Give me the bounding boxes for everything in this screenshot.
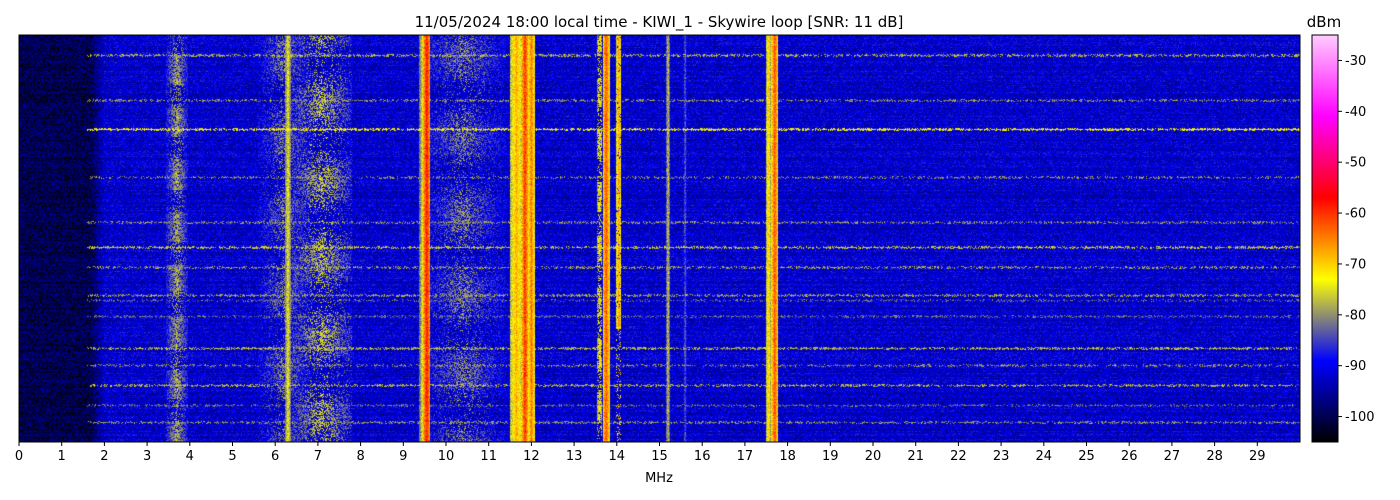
x-tick-label: 6 [271, 449, 279, 464]
x-tick-label: 24 [1036, 449, 1053, 464]
colorbar-tick-label: -70 [1345, 257, 1366, 272]
x-axis-label: MHz [645, 471, 673, 486]
x-tick-label: 29 [1249, 449, 1266, 464]
x-tick-label: 26 [1121, 449, 1138, 464]
colorbar-tick-label: -60 [1345, 207, 1366, 222]
x-tick-label: 7 [314, 449, 322, 464]
x-tick-label: 10 [438, 449, 455, 464]
chart-title: 11/05/2024 18:00 local time - KIWI_1 - S… [415, 13, 904, 32]
colorbar-label: dBm [1307, 13, 1341, 31]
x-tick-label: 25 [1078, 449, 1095, 464]
x-tick-label: 14 [609, 449, 626, 464]
x-tick-label: 3 [143, 449, 151, 464]
spectrum-heatmap [19, 35, 1300, 442]
x-tick-label: 9 [399, 449, 407, 464]
x-tick-label: 0 [15, 449, 23, 464]
x-tick-label: 8 [356, 449, 364, 464]
x-tick-label: 27 [1164, 449, 1181, 464]
x-tick-label: 21 [907, 449, 924, 464]
colorbar-tick-label: -100 [1345, 410, 1375, 425]
x-tick-label: 15 [651, 449, 668, 464]
x-tick-label: 16 [694, 449, 711, 464]
colorbar-tick-label: -40 [1345, 105, 1366, 120]
x-tick-label: 13 [566, 449, 583, 464]
colorbar-ticks: -30 -40 -50 -60 -70 -80 -90 -100 [1338, 54, 1375, 425]
plot-area [18, 34, 1301, 443]
colorbar-gradient [1311, 34, 1339, 443]
x-tick-label: 28 [1206, 449, 1223, 464]
colorbar-tick-label: -80 [1345, 308, 1366, 323]
x-tick-label: 23 [993, 449, 1010, 464]
x-tick-label: 17 [737, 449, 754, 464]
x-axis: 0 1 2 3 4 5 6 7 8 9 10 11 12 13 14 15 16 17 18 19 20 21 22 23 24… [15, 442, 1266, 464]
x-tick-label: 22 [950, 449, 967, 464]
x-tick-label: 18 [779, 449, 796, 464]
x-tick-label: 12 [523, 449, 540, 464]
colorbar-tick-label: -50 [1345, 156, 1366, 171]
x-tick-label: 4 [186, 449, 194, 464]
x-tick-label: 2 [100, 449, 108, 464]
x-tick-label: 5 [228, 449, 236, 464]
x-tick-label: 19 [822, 449, 839, 464]
x-tick-label: 11 [480, 449, 497, 464]
colorbar-tick-label: -90 [1345, 359, 1366, 374]
x-tick-label: 1 [58, 449, 66, 464]
colorbar-tick-label: -30 [1345, 54, 1366, 69]
x-tick-label: 20 [865, 449, 882, 464]
colorbar: -30 -40 -50 -60 -70 -80 -90 -100 dBm [1307, 13, 1375, 443]
